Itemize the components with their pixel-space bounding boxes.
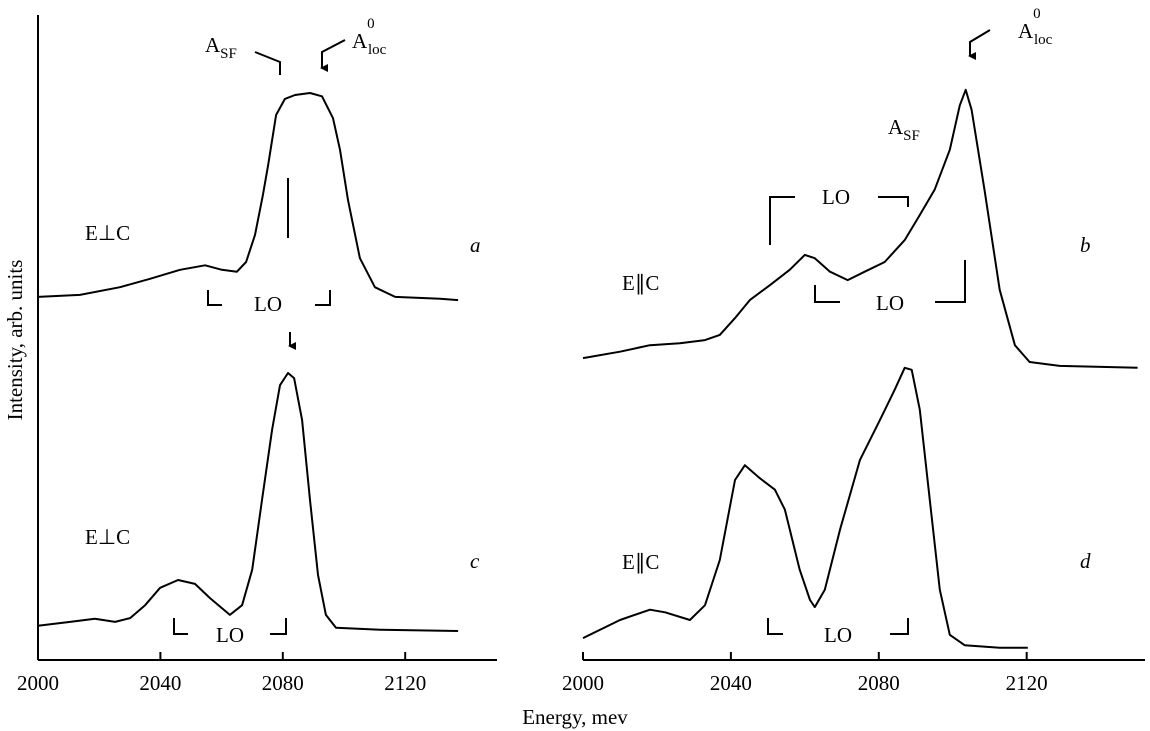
spectrum-line [37, 92, 459, 302]
annotation-sup: 0 [1033, 6, 1041, 22]
x-tick-label: 2080 [262, 671, 304, 695]
curve-label: b [1080, 233, 1091, 257]
annotation: ASF [205, 33, 237, 62]
bracket [814, 260, 966, 303]
bracket [767, 618, 909, 635]
curve-label: d [1080, 549, 1091, 573]
x-tick-label: 2040 [710, 671, 752, 695]
x-tick-label: 2120 [1006, 671, 1048, 695]
annotation-sub: loc [1034, 32, 1053, 48]
x-tick-label: 2000 [562, 671, 604, 695]
x-tick-label: 2080 [858, 671, 900, 695]
annotation-sub: SF [220, 46, 237, 62]
spectrum-line [37, 372, 459, 632]
annotation-sup: 0 [367, 16, 375, 32]
spectrum-line [582, 88, 1138, 369]
bracket [207, 290, 331, 306]
spectrum-line [582, 366, 1028, 649]
annotation-text: A [888, 115, 904, 139]
curve-label: a [470, 233, 481, 257]
y-axis-label: Intensity, arb. units [3, 260, 27, 421]
annotation: E⊥C [85, 525, 130, 549]
annotation: LO [824, 623, 852, 647]
annotation: LO [216, 623, 244, 647]
annotation: LO [876, 291, 904, 315]
curve-label: c [470, 549, 480, 573]
bracket [769, 196, 909, 245]
arrow [968, 29, 991, 60]
bracket [173, 618, 287, 635]
annotation: LO [822, 185, 850, 209]
annotation: LO [254, 292, 282, 316]
x-tick-label: 2000 [17, 671, 59, 695]
annotation: E∥C [622, 550, 659, 574]
annotation-sub: SF [903, 128, 920, 144]
annotation: A0 loc [1018, 6, 1053, 48]
annotation-sub: loc [368, 42, 387, 58]
annotation-text: A [205, 33, 221, 57]
arrow [320, 39, 346, 72]
x-axis-label: Energy, mev [522, 705, 628, 729]
annotation: E⊥C [85, 221, 130, 245]
annotation: ASF [888, 115, 920, 144]
x-tick-label: 2040 [139, 671, 181, 695]
annotation-text: A [1018, 19, 1034, 43]
annotation: E∥C [622, 271, 659, 295]
x-tick-label: 2120 [384, 671, 426, 695]
annotation: A0 loc [352, 16, 387, 58]
annotation-text: A [352, 29, 368, 53]
bracket [254, 51, 281, 75]
